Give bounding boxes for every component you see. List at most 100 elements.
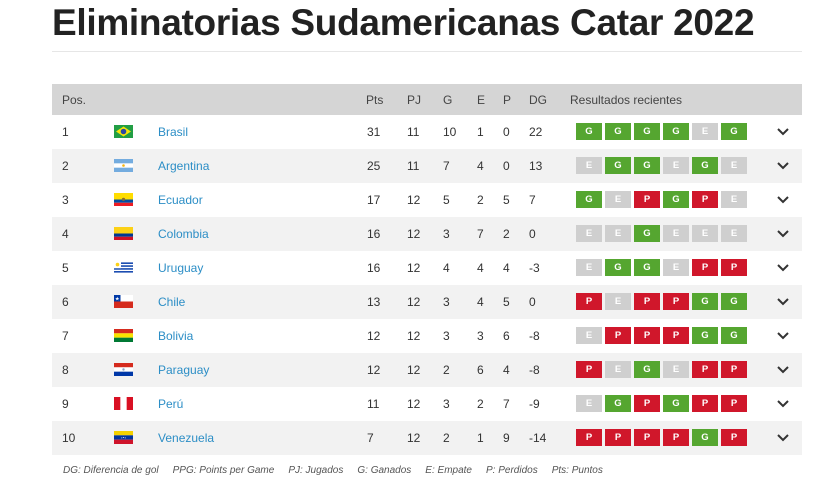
result-badge: G [663, 123, 689, 140]
result-badge: P [692, 361, 718, 378]
result-badge: P [663, 327, 689, 344]
legend-item: Pts: Puntos [551, 465, 603, 476]
p-cell: 5 [503, 193, 510, 207]
e-cell: 7 [477, 227, 484, 241]
result-badge: P [721, 361, 747, 378]
result-badge: E [721, 225, 747, 242]
table-row: 5 16 12 4 4 4 -3 Uruguay E G G E P P [52, 251, 802, 285]
team-name-link[interactable]: Venezuela [158, 431, 215, 445]
g-cell: 2 [443, 363, 450, 377]
pts-cell: 13 [367, 295, 381, 309]
legend-item: DG: Diferencia de gol [63, 465, 159, 476]
table-row: 4 16 12 3 7 2 0 Colombia E E G E E E [52, 217, 802, 251]
pts-cell: 17 [367, 193, 381, 207]
pts-cell: 12 [367, 329, 381, 343]
p-cell: 7 [503, 397, 510, 411]
p-cell: 5 [503, 295, 510, 309]
result-badge: E [663, 157, 689, 174]
result-badge: P [692, 395, 718, 412]
pj-cell: 11 [407, 125, 420, 139]
dg-cell: -14 [529, 431, 547, 445]
e-cell: 2 [477, 193, 484, 207]
g-cell: 10 [443, 125, 457, 139]
team-name-link[interactable]: Bolivia [158, 329, 194, 343]
pos-cell: 1 [62, 125, 69, 139]
header-p: P [503, 93, 512, 107]
team-name-link[interactable]: Argentina [158, 159, 210, 173]
result-badge: G [634, 123, 660, 140]
result-badge: E [576, 157, 602, 174]
result-badge: G [692, 327, 718, 344]
result-badge: P [692, 191, 718, 208]
chevron-down-icon[interactable] [776, 192, 790, 206]
chevron-down-icon[interactable] [776, 124, 790, 138]
team-name-link[interactable]: Perú [158, 397, 184, 411]
g-cell: 4 [443, 261, 450, 275]
pos-cell: 7 [62, 329, 69, 343]
result-badge: P [721, 429, 747, 446]
table-row: 7 12 12 3 3 6 -8 Bolivia E P P P G G [52, 319, 802, 353]
team-name-link[interactable]: Colombia [158, 227, 209, 241]
chevron-down-icon[interactable] [776, 294, 790, 308]
table-row: 8 12 12 2 6 4 -8 Paraguay P E G E P P [52, 353, 802, 387]
result-badge: E [721, 191, 747, 208]
pts-cell: 16 [367, 227, 381, 241]
p-cell: 9 [503, 431, 510, 445]
chevron-down-icon[interactable] [776, 226, 790, 240]
g-cell: 2 [443, 431, 450, 445]
chevron-down-icon[interactable] [776, 362, 790, 376]
e-cell: 4 [477, 159, 484, 173]
e-cell: 1 [477, 431, 484, 445]
team-name-link[interactable]: Uruguay [158, 261, 204, 275]
g-cell: 3 [443, 295, 450, 309]
result-badge: E [576, 327, 602, 344]
chevron-down-icon[interactable] [776, 260, 790, 274]
table-header: Pos. Pts PJ G E P DG Resultados reciente… [52, 84, 802, 115]
pos-cell: 8 [62, 363, 69, 377]
page-title: Eliminatorias Sudamericanas Catar 2022 [52, 2, 755, 43]
pts-cell: 16 [367, 261, 381, 275]
team-name-link[interactable]: Chile [158, 295, 186, 309]
result-badge: P [634, 429, 660, 446]
e-cell: 4 [477, 261, 484, 275]
team-name-link[interactable]: Brasil [158, 125, 189, 139]
result-badge: G [605, 157, 631, 174]
result-badge: E [692, 225, 718, 242]
pj-cell: 12 [407, 295, 421, 309]
chevron-down-icon[interactable] [776, 430, 790, 444]
table-row: 3 17 12 5 2 5 7 Ecuador G E P G P E [52, 183, 802, 217]
team-name-link[interactable]: Ecuador [158, 193, 203, 207]
legend: DG: Diferencia de gol PPG: Points per Gam… [63, 465, 617, 476]
dg-cell: 13 [529, 159, 543, 173]
chevron-down-icon[interactable] [776, 158, 790, 172]
result-badge: G [663, 395, 689, 412]
pj-cell: 12 [407, 431, 421, 445]
dg-cell: 0 [529, 295, 536, 309]
header-g: G [443, 93, 453, 107]
p-cell: 4 [503, 363, 510, 377]
result-badge: P [634, 395, 660, 412]
result-badge: E [576, 395, 602, 412]
g-cell: 3 [443, 227, 450, 241]
table-body: 1 31 11 10 1 0 22 Brasil G G G G E G 2 25 11 7 4 0 13 Argenti… [52, 115, 802, 455]
pos-cell: 5 [62, 261, 69, 275]
team-name-link[interactable]: Paraguay [158, 363, 210, 377]
result-badge: E [663, 361, 689, 378]
pj-cell: 12 [407, 329, 421, 343]
result-badge: P [576, 429, 602, 446]
chevron-down-icon[interactable] [776, 328, 790, 342]
pj-cell: 11 [407, 159, 420, 173]
result-badge: G [692, 429, 718, 446]
pos-cell: 9 [62, 397, 69, 411]
chevron-down-icon[interactable] [776, 396, 790, 410]
peru-flag-icon [114, 397, 133, 410]
result-badge: E [605, 225, 631, 242]
pos-cell: 10 [62, 431, 76, 445]
p-cell: 0 [503, 125, 510, 139]
